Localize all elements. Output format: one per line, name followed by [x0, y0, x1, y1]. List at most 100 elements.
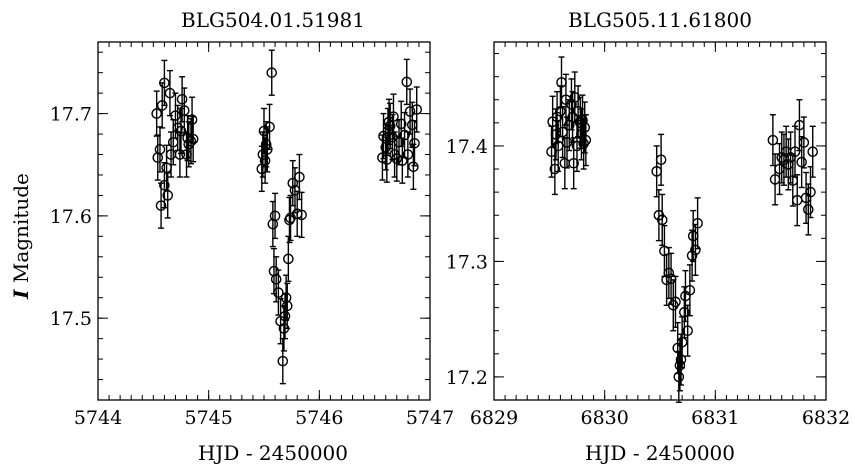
point-marker [162, 190, 174, 201]
ticks-right [493, 42, 827, 401]
data-point [401, 58, 413, 106]
data-point [264, 103, 275, 151]
y-axis-label-italic: I [9, 289, 33, 300]
point-marker [259, 155, 271, 166]
data-point [411, 86, 423, 133]
data-point [568, 137, 579, 190]
data-point [675, 333, 687, 386]
data-point [767, 114, 779, 167]
point-marker [186, 114, 198, 126]
data-point [185, 118, 197, 165]
panel-title-left: BLG504.01.51981 [181, 8, 365, 32]
plot-frame-right [493, 41, 827, 401]
data-point [270, 256, 282, 303]
tick-labels-left: 5744 5745 5746 5747 17.5 17.6 17.7 [50, 104, 454, 429]
data-point [665, 252, 677, 305]
point-marker [682, 325, 693, 337]
data-point [674, 339, 686, 392]
data-point [162, 172, 174, 219]
point-marker [805, 186, 816, 198]
x-tick-label: 6832 [802, 407, 850, 429]
point-marker [277, 355, 289, 367]
point-marker [294, 171, 305, 183]
point-marker [789, 146, 801, 158]
x-tick-label: 6829 [470, 407, 518, 429]
x-tick-label: 5745 [184, 407, 232, 429]
point-marker [549, 163, 561, 175]
data-point [580, 114, 592, 167]
data-point [800, 171, 812, 225]
point-marker [270, 274, 282, 285]
data-point [273, 269, 284, 316]
data-points-right [546, 56, 819, 404]
x-tick-label: 5747 [406, 407, 454, 429]
point-marker [402, 149, 414, 160]
data-point [187, 115, 199, 163]
data-point [789, 125, 801, 178]
point-marker [175, 125, 187, 137]
point-marker [798, 137, 810, 148]
point-marker [155, 200, 167, 211]
light-curve-panel-right: BLG505.11.61800 HJD - 2450000 6829 6830 68… [446, 8, 850, 465]
point-marker [287, 177, 299, 189]
data-point [267, 200, 279, 248]
point-marker [179, 105, 190, 116]
data-point [277, 337, 289, 385]
point-marker [568, 157, 579, 169]
point-marker [679, 306, 690, 318]
data-point [807, 125, 819, 178]
point-marker [273, 287, 284, 298]
point-marker [579, 122, 591, 133]
y-tick-label: 17.3 [446, 251, 488, 273]
point-marker [577, 115, 588, 126]
point-marker [404, 106, 416, 117]
data-points-left [151, 49, 423, 385]
point-marker [690, 244, 701, 256]
data-point [557, 105, 568, 159]
data-point [404, 88, 416, 135]
point-marker [399, 129, 410, 141]
data-point [151, 90, 162, 137]
point-marker [551, 111, 563, 123]
data-point [549, 142, 561, 196]
data-point [774, 142, 785, 196]
point-marker [409, 137, 420, 149]
data-point [798, 116, 810, 169]
ticks-left [97, 42, 431, 400]
point-marker [151, 108, 162, 119]
data-point [281, 282, 293, 330]
data-point [805, 166, 816, 219]
data-point [174, 131, 186, 178]
x-tick-label: 5746 [295, 407, 343, 429]
data-point [791, 174, 803, 227]
point-marker [663, 267, 675, 279]
point-marker [692, 218, 703, 229]
y-tick-label: 17.4 [446, 136, 488, 158]
data-point [269, 192, 281, 240]
data-point [266, 49, 278, 96]
point-marker [187, 133, 199, 145]
point-marker [266, 67, 278, 78]
point-marker [284, 214, 295, 226]
data-point [776, 131, 788, 184]
data-point [655, 133, 667, 186]
data-point [284, 196, 295, 244]
point-marker [580, 134, 592, 146]
data-point [551, 90, 563, 144]
data-point [155, 182, 167, 229]
data-point [283, 235, 294, 283]
data-point [296, 191, 307, 239]
x-tick-label: 6831 [691, 407, 739, 429]
point-marker [684, 284, 696, 296]
point-marker [686, 250, 698, 261]
point-marker [673, 371, 685, 383]
y-tick-label: 17.6 [50, 206, 92, 228]
point-marker [260, 138, 272, 150]
point-marker [283, 253, 294, 265]
point-marker [408, 161, 419, 173]
data-point [769, 153, 781, 206]
light-curve-panel-left: BLG504.01.51981 I Magnitude HJD - 245000… [9, 8, 454, 465]
point-marker [170, 110, 181, 121]
point-marker [567, 111, 578, 123]
